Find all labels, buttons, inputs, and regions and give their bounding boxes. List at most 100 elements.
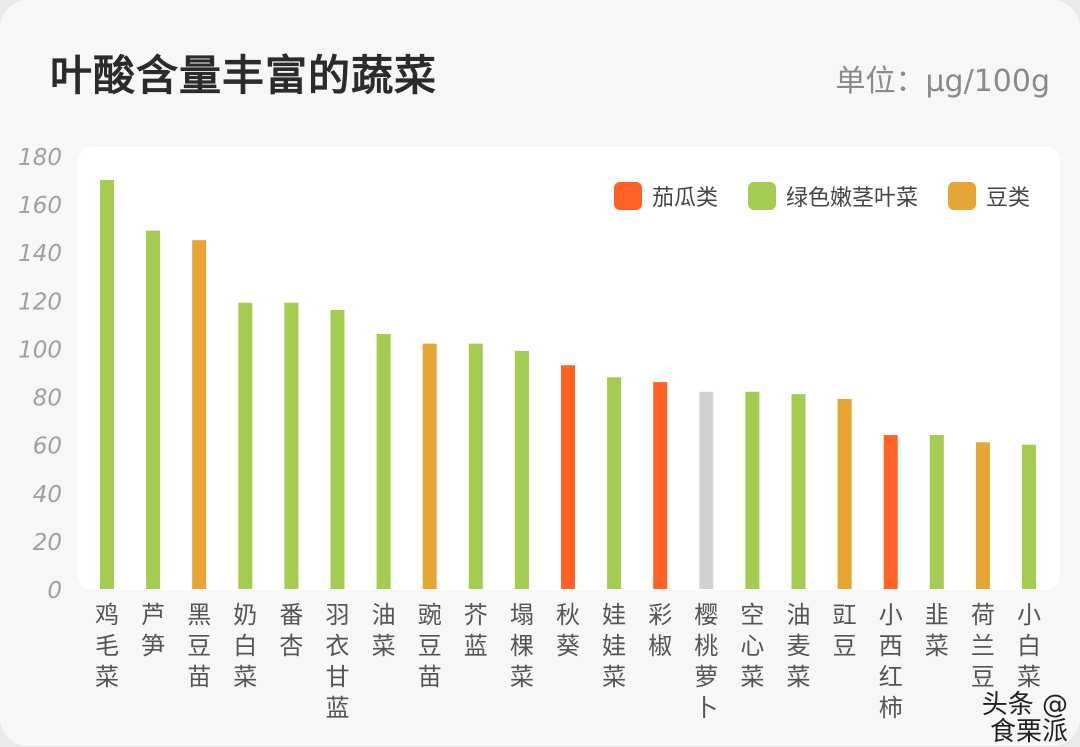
x-tick-label: 豌 (418, 601, 442, 629)
legend-item: 豆类 (947, 180, 1030, 212)
x-tick-label: 兰 (971, 632, 995, 660)
x-tick-label: 豆 (833, 632, 857, 660)
x-tick-label: 小 (879, 601, 903, 629)
legend-item: 绿色嫩茎叶菜 (747, 180, 918, 212)
bar (745, 391, 760, 589)
x-tick-label: 豆 (971, 663, 995, 691)
watermark: 头条 @食栗派 (981, 690, 1068, 747)
legend-label: 绿色嫩茎叶菜 (785, 186, 918, 211)
x-tick-label: 衣 (326, 632, 350, 660)
bar (238, 302, 253, 589)
legend-item: 茄瓜类 (613, 180, 718, 212)
bar (653, 382, 668, 589)
x-tick-label: 麦 (787, 632, 811, 660)
x-tick-label: 心 (740, 632, 764, 660)
x-tick-label: 红 (879, 663, 903, 691)
x-tick-label: 甘 (326, 663, 350, 691)
x-tick-label: 葵 (556, 632, 580, 660)
legend-swatch (747, 182, 776, 210)
x-tick-label: 豇 (833, 601, 857, 629)
y-tick-label: 120 (18, 289, 62, 315)
y-tick-label: 100 (18, 337, 62, 363)
bar (284, 302, 299, 589)
x-tick-label: 奶 (233, 601, 257, 629)
bar (607, 377, 622, 589)
x-tick-label: 菜 (510, 663, 534, 691)
bar (975, 442, 990, 589)
x-tick-label: 菜 (787, 663, 811, 691)
y-tick-label: 0 (47, 578, 62, 604)
x-tick-label: 番 (279, 601, 303, 629)
x-tick-label: 娃 (602, 632, 626, 660)
bar (146, 230, 161, 590)
x-tick-label: 毛 (95, 632, 119, 660)
x-tick-label: 萝 (694, 663, 718, 691)
bar (468, 343, 483, 589)
x-tick-label: 菜 (233, 663, 257, 691)
bar (561, 365, 575, 589)
bar (422, 343, 437, 589)
y-tick-label: 180 (18, 145, 62, 171)
x-tick-label: 菜 (1017, 663, 1041, 691)
unit-label: 单位：μg/100g (835, 64, 1050, 99)
y-tick-label: 40 (33, 482, 62, 508)
x-tick-label: 空 (740, 601, 764, 629)
x-tick-label: 荷 (971, 601, 995, 629)
x-tick-label: 油 (787, 601, 811, 629)
x-tick-label: 鸡 (95, 601, 119, 629)
x-tick-label: 笋 (141, 632, 165, 660)
x-tick-label: 菜 (925, 632, 949, 660)
x-tick-label: 西 (879, 632, 903, 660)
y-tick-label: 80 (33, 386, 62, 412)
x-tick-label: 豆 (418, 632, 442, 660)
x-tick-label: 苗 (418, 663, 442, 691)
x-tick-label: 卜 (694, 694, 718, 722)
x-tick-label: 菜 (95, 663, 119, 691)
bar (791, 394, 806, 589)
y-tick-label: 140 (18, 241, 62, 267)
x-tick-label: 黑 (187, 601, 211, 629)
x-tick-label: 白 (233, 632, 257, 660)
x-tick-label: 樱 (694, 601, 718, 629)
x-tick-label: 柿 (879, 694, 903, 722)
y-tick-label: 60 (33, 434, 62, 460)
x-tick-label: 小 (1017, 601, 1041, 629)
x-tick-label: 秋 (556, 601, 580, 629)
x-tick-label: 韭 (925, 601, 949, 629)
legend-label: 茄瓜类 (651, 186, 718, 211)
x-tick-label: 油 (372, 601, 396, 629)
x-tick-label: 蓝 (464, 632, 488, 660)
legend-swatch (947, 182, 976, 210)
y-tick-label: 20 (33, 530, 62, 556)
x-tick-label: 塌 (510, 601, 534, 629)
x-tick-label: 菜 (740, 663, 764, 691)
x-tick-label: 芥 (464, 601, 488, 629)
x-tick-label: 菜 (602, 663, 626, 691)
chart-title: 叶酸含量丰富的蔬菜 (50, 51, 438, 100)
x-tick-label: 豆 (187, 632, 211, 660)
x-tick-label: 椒 (648, 632, 672, 660)
bar (330, 309, 345, 589)
bar (699, 391, 714, 589)
bar (100, 180, 114, 590)
x-tick-label: 棵 (510, 632, 534, 660)
legend-swatch (613, 182, 642, 210)
bar (1022, 444, 1036, 589)
x-tick-label: 羽 (326, 601, 350, 629)
bar (929, 435, 944, 589)
x-tick-label: 桃 (694, 632, 718, 660)
x-tick-label: 菜 (372, 632, 396, 660)
x-tick-label: 彩 (648, 601, 672, 629)
bar (192, 240, 207, 589)
bar (837, 398, 852, 589)
legend-label: 豆类 (985, 186, 1030, 211)
bar (376, 334, 391, 589)
x-tick-label: 杏 (279, 632, 303, 660)
bar (514, 350, 529, 589)
x-tick-label: 苗 (187, 663, 211, 691)
x-tick-label: 白 (1017, 632, 1041, 660)
legend: 茄瓜类 绿色嫩茎叶菜 豆类 (613, 180, 1030, 212)
x-tick-label: 娃 (602, 601, 626, 629)
